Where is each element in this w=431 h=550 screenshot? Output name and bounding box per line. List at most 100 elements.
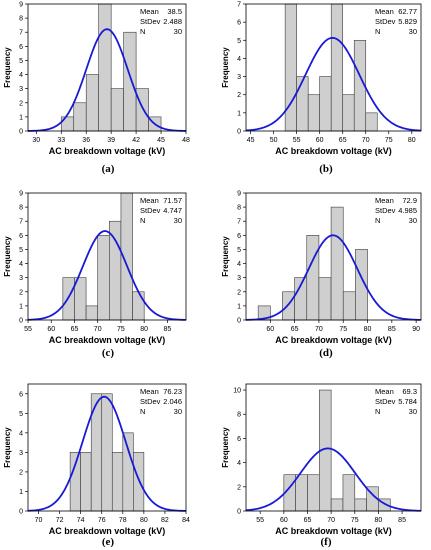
normal-fit-curve [27, 395, 187, 512]
y-tick-label: 5 [237, 38, 241, 45]
y-tick-label: 4 [237, 56, 241, 63]
y-tick-label: 4 [19, 261, 23, 268]
x-tick-label: 48 [182, 137, 190, 144]
y-tick-label: 1 [237, 110, 241, 117]
y-tick-label: 6 [237, 20, 241, 27]
y-tick-label: 4 [237, 261, 241, 268]
y-tick-label: 5 [19, 58, 23, 65]
stat-label: N [140, 27, 145, 36]
y-tick-label: 3 [19, 86, 23, 93]
stat-value: 30 [409, 216, 417, 225]
plot-frame [245, 3, 422, 132]
histogram-bar [69, 452, 81, 512]
x-tick-label: 70 [315, 326, 323, 333]
stat-value: 2.488 [163, 17, 182, 26]
y-tick-label: 2 [237, 484, 241, 491]
normal-fit-curve [27, 230, 187, 321]
panel-caption: (c) [102, 347, 115, 359]
y-tick-label: 0 [237, 509, 241, 516]
panel-caption: (a) [102, 163, 115, 175]
stat-value: 4.747 [163, 206, 182, 215]
stat-label: StDev [375, 206, 396, 215]
stat-value: 69.3 [402, 387, 417, 396]
histogram-bar [122, 432, 134, 512]
plot-frame [27, 3, 187, 132]
y-tick-label: 1 [19, 489, 23, 496]
x-tick-label: 50 [270, 137, 278, 144]
x-tick-label: 55 [293, 137, 301, 144]
histogram-bar [133, 452, 145, 512]
normal-fit-curve [27, 28, 187, 132]
histogram-bar [330, 206, 344, 321]
y-tick-label: 5 [237, 247, 241, 254]
stat-label: Mean [375, 387, 394, 396]
y-tick-label: 6 [19, 44, 23, 51]
y-tick-label: 4 [19, 72, 23, 79]
y-tick-label: 2 [19, 469, 23, 476]
stat-value: 2.046 [163, 397, 182, 406]
stat-value: 4.985 [398, 206, 417, 215]
y-tick-label: 8 [19, 16, 23, 23]
stat-value: 30 [174, 407, 182, 416]
histogram-bar [132, 291, 145, 321]
y-axis-label: Frequency [221, 427, 230, 468]
x-axis-label: AC breakdown voltage (kV) [275, 146, 392, 156]
histogram-bar [307, 94, 320, 132]
y-tick-label: 7 [19, 30, 23, 37]
stat-label: Mean [375, 7, 394, 16]
x-tick-label: 60 [316, 137, 324, 144]
stat-value: 30 [409, 27, 417, 36]
y-tick-label: 6 [19, 233, 23, 240]
histogram-panel: 55 60 65 70 75 80 85 0 1 2 3 4 5 6 7 8 9 AC breakdown vol… [3, 191, 187, 359]
histogram-bar [123, 31, 137, 132]
y-tick-label: 2 [237, 289, 241, 296]
stat-value: 5.784 [398, 397, 417, 406]
x-tick-label: 80 [375, 517, 383, 524]
x-axis-label: AC breakdown voltage (kV) [275, 526, 392, 536]
stat-label: N [140, 216, 145, 225]
panel-caption: (f) [321, 536, 332, 548]
x-tick-label: 75 [339, 326, 347, 333]
histogram-bar [342, 94, 355, 132]
x-tick-label: 85 [398, 517, 406, 524]
panel-caption: (b) [319, 163, 333, 175]
x-tick-label: 65 [71, 326, 79, 333]
y-tick-label: 7 [19, 219, 23, 226]
y-tick-label: 1 [237, 303, 241, 310]
x-tick-label: 75 [385, 137, 393, 144]
histogram-bar [80, 452, 92, 512]
y-tick-label: 4 [237, 460, 241, 467]
x-tick-label: 60 [266, 326, 274, 333]
histogram-bar [73, 102, 87, 132]
y-tick-label: 0 [19, 509, 23, 516]
x-tick-label: 74 [77, 517, 85, 524]
stat-value: 76.23 [163, 387, 182, 396]
histogram-bar [354, 498, 367, 512]
histogram-bar [109, 220, 122, 321]
y-tick-label: 7 [237, 219, 241, 226]
stat-value: 5.829 [398, 17, 417, 26]
x-tick-label: 84 [182, 517, 190, 524]
x-tick-label: 36 [82, 137, 90, 144]
y-tick-label: 0 [237, 318, 241, 325]
x-tick-label: 39 [107, 137, 115, 144]
stat-label: StDev [140, 397, 161, 406]
plot-frame [245, 192, 422, 321]
stat-label: StDev [140, 17, 161, 26]
y-tick-label: 6 [19, 391, 23, 398]
y-tick-label: 5 [19, 247, 23, 254]
y-tick-label: 6 [237, 233, 241, 240]
stat-value: 38.5 [167, 7, 182, 16]
x-tick-label: 60 [47, 326, 55, 333]
stat-label: N [140, 407, 145, 416]
histogram-bar [330, 3, 344, 132]
y-tick-label: 0 [19, 129, 23, 136]
histogram-bar [101, 393, 113, 512]
histogram-bar [307, 474, 320, 512]
plot-frame [245, 383, 422, 512]
histogram-bar [111, 452, 124, 512]
x-tick-label: 65 [291, 326, 299, 333]
x-tick-label: 80 [364, 326, 372, 333]
